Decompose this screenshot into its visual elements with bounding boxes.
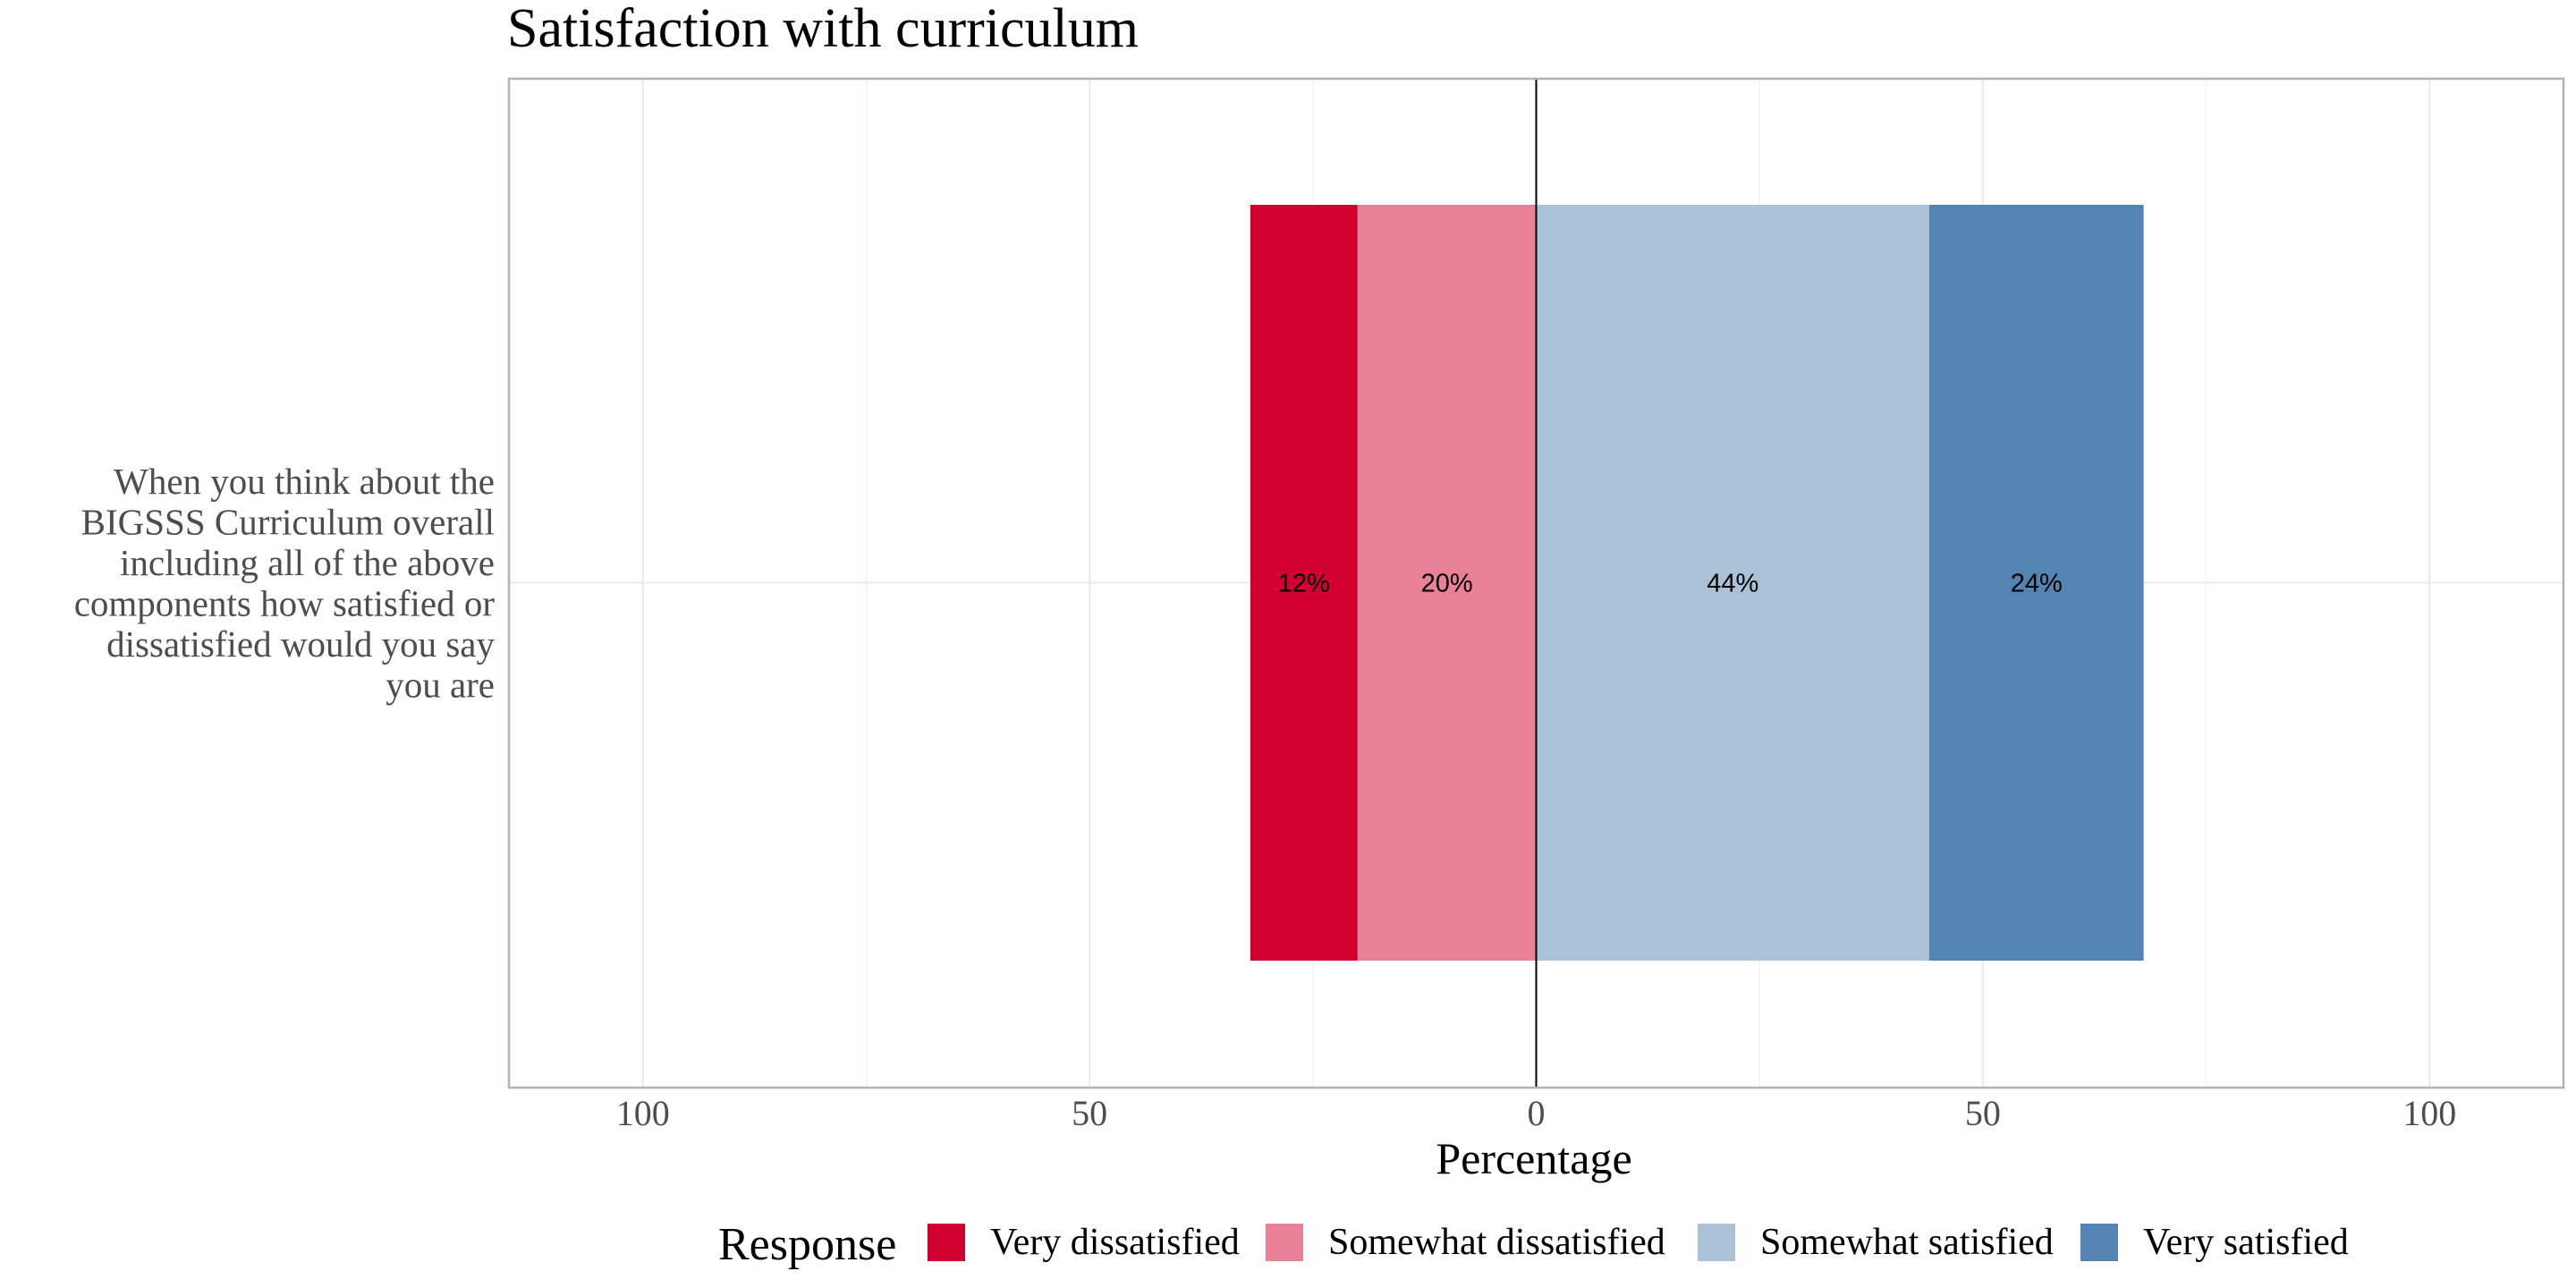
data-label-very-satisfied: 24%: [2011, 570, 2063, 598]
legend-items: Very dissatisfied Somewhat dissatisfied So…: [928, 1222, 2349, 1263]
legend-title: Response: [718, 1219, 896, 1270]
legend-label-very-dissatisfied: Very dissatisfied: [990, 1222, 1240, 1263]
x-tick-label: 100: [616, 1093, 670, 1133]
legend-key-very-satisfied: [2080, 1224, 2118, 1261]
bars-layer: [1250, 205, 2144, 961]
y-category-label-line: BIGSSS Curriculum overall: [81, 501, 495, 542]
y-category-label-line: dissatisfied would you say: [106, 623, 495, 665]
legend: Response Very dissatisfied Somewhat dissa…: [718, 1219, 2349, 1270]
data-label-somewhat-satisfied: 44%: [1707, 570, 1758, 598]
bar-very-dissatisfied: [1250, 205, 1358, 961]
chart-title: Satisfaction with curriculum: [507, 0, 1139, 59]
legend-label-somewhat-satisfied: Somewhat satisfied: [1760, 1222, 2054, 1263]
y-category-label: When you think about the BIGSSS Curriculu…: [74, 461, 496, 706]
legend-key-very-dissatisfied: [928, 1224, 965, 1261]
legend-key-somewhat-satisfied: [1698, 1224, 1735, 1261]
plot-panel-border: [507, 77, 2565, 1089]
x-tick-label: 0: [1528, 1093, 1546, 1133]
y-category-label-line: When you think about the: [114, 461, 495, 502]
axis-layer: 100 50 0 50 100 When you think about the BIGSS…: [74, 77, 2565, 1133]
x-tick-label: 50: [1072, 1093, 1107, 1133]
y-category-label-line: you are: [386, 664, 495, 705]
x-tick-label: 100: [2402, 1093, 2456, 1133]
x-axis-title: Percentage: [1436, 1133, 1631, 1183]
legend-key-somewhat-dissatisfied: [1266, 1224, 1303, 1261]
bar-somewhat-dissatisfied: [1357, 205, 1537, 961]
bar-very-satisfied: [1928, 205, 2144, 961]
legend-label-very-satisfied: Very satisfied: [2143, 1222, 2349, 1263]
y-category-label-line: including all of the above: [120, 542, 495, 583]
legend-label-somewhat-dissatisfied: Somewhat dissatisfied: [1328, 1222, 1665, 1263]
bar-somewhat-satisfied: [1536, 205, 1929, 961]
y-category-label-line: components how satisfied or: [74, 582, 496, 623]
data-labels-layer: 20% 12% 44% 24%: [1278, 570, 2063, 598]
data-label-somewhat-dissatisfied: 20%: [1421, 570, 1473, 598]
x-tick-label: 50: [1965, 1093, 2001, 1133]
data-label-very-dissatisfied: 12%: [1278, 570, 1330, 598]
